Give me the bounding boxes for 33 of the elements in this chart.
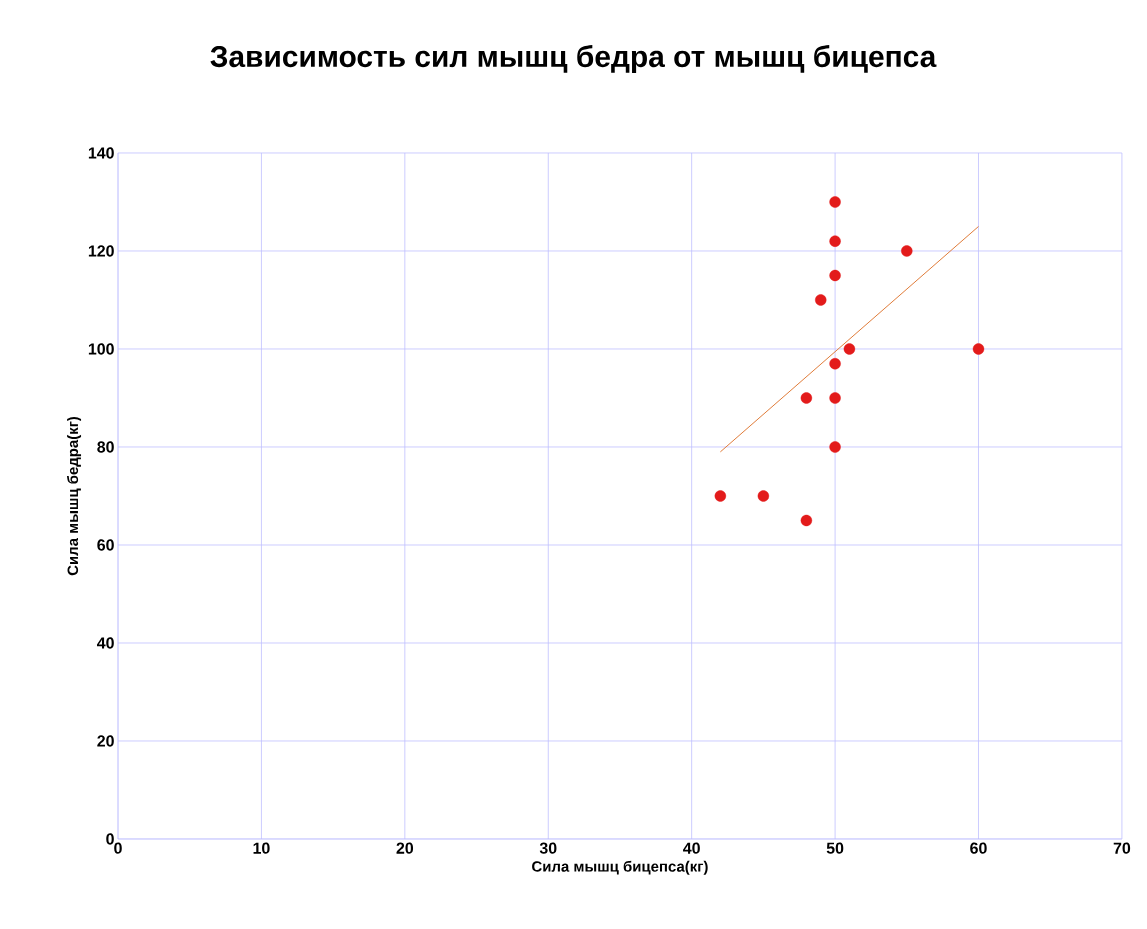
point	[901, 245, 913, 257]
x-tick-label: 10	[253, 842, 270, 854]
y-tick-label: 140	[88, 147, 114, 159]
point	[829, 269, 841, 282]
x-tick-label: 50	[826, 842, 844, 854]
point	[972, 343, 985, 355]
point	[815, 294, 827, 306]
x-tick-label: 70	[1113, 842, 1131, 854]
y-tick-label: 60	[97, 539, 114, 551]
x-tick-label: 0	[114, 842, 122, 854]
point	[829, 357, 841, 370]
point	[800, 514, 813, 527]
x-tick-label: 40	[683, 842, 700, 854]
point	[829, 441, 841, 453]
point	[757, 490, 770, 502]
point	[829, 235, 841, 247]
x-axis-title: Сила мышц бицепса(кг)	[532, 860, 708, 875]
chart-title: Зависимость сил мышц бедра от мышц бицепса	[210, 44, 937, 74]
y-axis-title: Сила мышц бедра(кг)	[67, 416, 82, 576]
point	[843, 343, 856, 355]
point	[829, 392, 841, 404]
x-tick-label: 20	[396, 842, 414, 854]
y-tick-label: 20	[97, 735, 114, 747]
x-tick-label: 30	[539, 842, 557, 854]
y-tick-label: 80	[97, 441, 114, 453]
point	[800, 392, 813, 404]
point	[714, 490, 727, 502]
point	[829, 196, 841, 208]
y-tick-label: 120	[88, 245, 114, 257]
y-tick-label: 40	[96, 637, 114, 649]
y-tick-label: 0	[106, 833, 114, 845]
x-tick-label: 60	[970, 842, 987, 854]
y-tick-label: 100	[88, 343, 114, 355]
